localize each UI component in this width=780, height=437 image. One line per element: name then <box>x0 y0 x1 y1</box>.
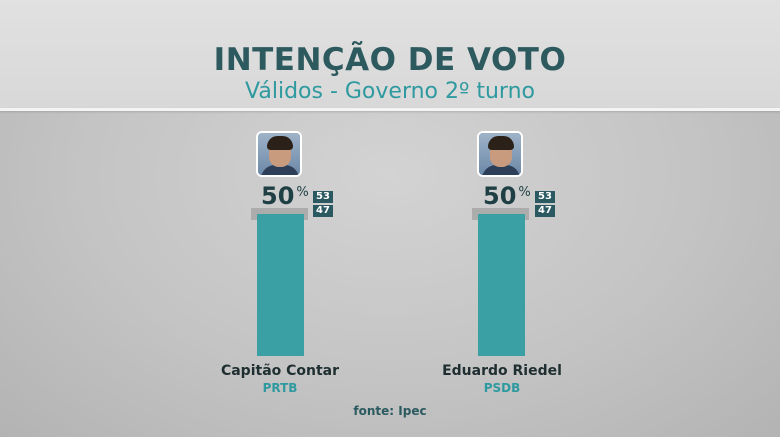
value-label: 50% <box>261 182 309 210</box>
avatar-icon <box>256 131 302 177</box>
value-label: 50% <box>483 182 531 210</box>
value-unit: % <box>296 185 309 200</box>
header-divider <box>0 108 780 111</box>
value-number: 50 <box>261 182 295 210</box>
source-note: fonte: Ipec <box>353 404 427 418</box>
header <box>0 0 780 108</box>
bar <box>257 214 304 356</box>
candidate-party: PSDB <box>483 381 521 395</box>
chart-subtitle: Válidos - Governo 2º turno <box>245 79 535 104</box>
avatar-icon <box>477 131 523 177</box>
candidate-name: Capitão Contar <box>220 363 340 379</box>
value-unit: % <box>518 185 531 200</box>
chart-title: INTENÇÃO DE VOTO <box>213 42 567 78</box>
value-number: 50 <box>483 182 517 210</box>
lower-bound-badge: 47 <box>535 205 555 217</box>
upper-bound-badge: 53 <box>535 191 555 203</box>
lower-bound-badge: 47 <box>313 205 333 217</box>
candidate-name: Eduardo Riedel <box>442 363 562 379</box>
upper-bound-badge: 53 <box>313 191 333 203</box>
candidate-party: PRTB <box>262 381 298 395</box>
bar <box>478 214 525 356</box>
